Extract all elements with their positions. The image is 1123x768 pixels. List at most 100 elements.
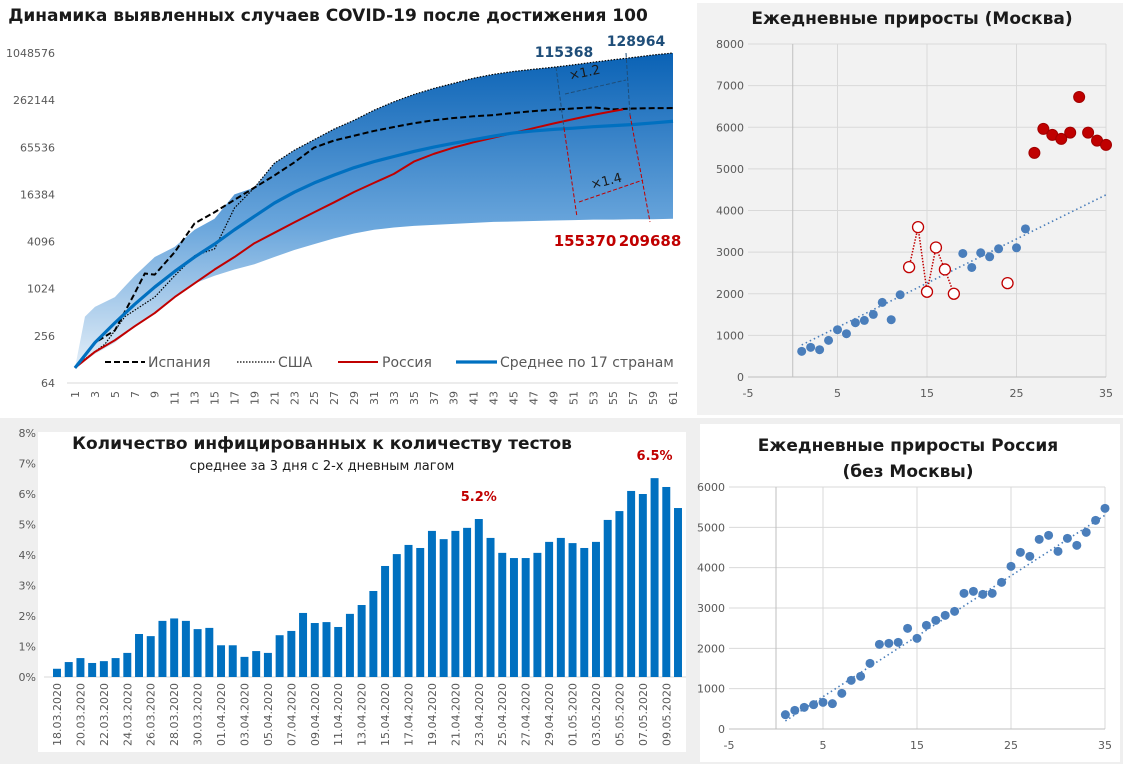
bar	[427, 530, 436, 677]
bar	[533, 552, 542, 677]
data-point	[818, 697, 828, 707]
annotation-dashed-line	[578, 179, 644, 203]
y-tick-label: 5000	[716, 163, 744, 176]
x-tick-label: 49	[547, 391, 560, 405]
x-tick-label: 41	[468, 391, 481, 405]
data-point	[827, 699, 837, 709]
x-tick-label: 25	[1004, 739, 1018, 752]
y-tick-label: 3000	[716, 246, 744, 259]
moscow-chart-title: Ежедневные приросты (Москва)	[751, 9, 1072, 29]
panel-moscow-chart	[697, 3, 1123, 415]
data-point	[968, 586, 978, 596]
bar	[463, 527, 472, 677]
x-tick-label: 39	[448, 391, 461, 405]
bar	[240, 656, 249, 677]
data-point-blue	[841, 329, 851, 339]
bar	[123, 652, 132, 677]
annotation-dashed-line	[555, 66, 565, 129]
data-point	[1062, 533, 1072, 543]
data-point	[865, 658, 875, 668]
series-line-3	[74, 108, 624, 369]
data-point	[846, 675, 856, 685]
bar	[217, 645, 226, 677]
x-tick-label: 28.03.2020	[168, 683, 181, 746]
bar	[638, 494, 647, 677]
x-tick-label: 31	[368, 391, 381, 405]
series-line-4	[73, 119, 674, 369]
x-tick-label: 57	[627, 391, 640, 405]
y-tick-label: 1000	[697, 683, 725, 696]
bar	[545, 541, 554, 677]
y-tick-label: 6000	[716, 121, 744, 134]
data-point	[1015, 547, 1025, 557]
x-tick-label: 15	[910, 739, 924, 752]
bar	[193, 629, 202, 677]
annotation-ratio: ×1.2	[568, 63, 602, 84]
y-tick-label: 262144	[13, 94, 55, 107]
data-point-blue	[806, 342, 816, 352]
x-tick-label: 29	[348, 391, 361, 405]
annotation-label: 209688	[619, 232, 682, 250]
data-point	[950, 606, 960, 616]
data-label: 6.5%	[637, 449, 673, 464]
bar	[146, 636, 155, 677]
x-tick-label: 3	[89, 391, 102, 398]
data-point	[790, 705, 800, 715]
y-tick-label: 7%	[19, 458, 36, 471]
tests-chart: Количество инфицированных к количеству т…	[19, 427, 686, 746]
bar	[498, 552, 507, 677]
x-tick-label: 21	[268, 391, 281, 405]
y-tick-label: 7000	[716, 80, 744, 93]
bar	[345, 613, 354, 677]
bar	[627, 490, 636, 677]
bar	[568, 543, 577, 677]
bar	[205, 627, 214, 677]
x-tick-label: 7	[129, 391, 142, 398]
x-tick-label: 5	[109, 391, 122, 398]
x-tick-label: 03.05.2020	[590, 683, 603, 746]
annotation-dashed-line	[629, 114, 651, 223]
y-tick-label: 4%	[19, 549, 36, 562]
bar	[439, 539, 448, 677]
bar	[521, 558, 530, 677]
data-point	[1053, 546, 1063, 556]
y-tick-label: 16384	[20, 188, 55, 201]
data-label: 5.2%	[461, 490, 497, 505]
data-point-red	[1100, 138, 1112, 151]
data-point-blue	[985, 252, 995, 262]
x-tick-label: 21.04.2020	[449, 683, 462, 746]
data-point	[959, 588, 969, 598]
data-point	[837, 688, 847, 698]
legend-label: США	[278, 355, 313, 371]
bar	[674, 508, 682, 677]
legend-label: Среднее по 17 странам	[500, 355, 674, 371]
y-tick-label: 6%	[19, 488, 36, 501]
y-tick-label: 0%	[19, 671, 36, 684]
data-point	[856, 671, 866, 681]
x-tick-label: 59	[647, 391, 660, 405]
russia-plot-area	[700, 424, 1120, 762]
bar	[64, 662, 73, 677]
x-tick-label: 09.04.2020	[309, 683, 322, 746]
bar	[252, 651, 261, 677]
y-tick-label: 5000	[697, 521, 725, 534]
data-point-blue	[1020, 224, 1030, 234]
data-point-blue	[886, 315, 896, 325]
data-point-blue	[815, 345, 825, 355]
data-point-blue	[859, 315, 869, 325]
data-point	[1025, 551, 1035, 561]
bar	[158, 620, 167, 677]
y-tick-label: 6000	[697, 481, 725, 494]
y-tick-label: 4000	[716, 205, 744, 218]
y-tick-label: 3000	[697, 602, 725, 615]
data-point-red	[1028, 146, 1041, 159]
data-point-open-red	[929, 241, 943, 254]
x-tick-label: -5	[743, 387, 754, 400]
x-tick-label: 55	[607, 391, 620, 405]
bar	[416, 547, 425, 677]
x-tick-label: 26.03.2020	[145, 683, 158, 746]
x-tick-label: 09.05.2020	[660, 683, 673, 746]
cases-chart: Динамика выявленных случаев COVID-19 пос…	[6, 6, 681, 405]
russia-chart: Ежедневные приросты Россия (без Москвы) …	[697, 436, 1112, 752]
